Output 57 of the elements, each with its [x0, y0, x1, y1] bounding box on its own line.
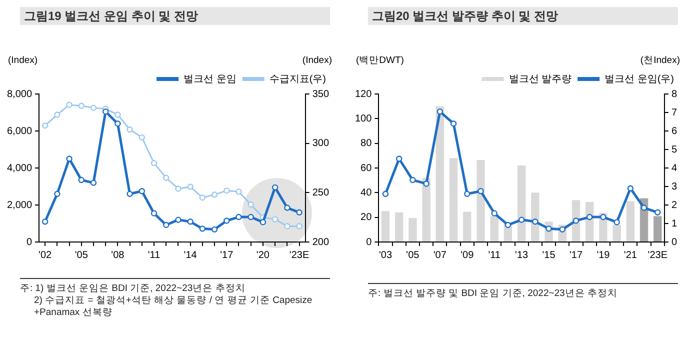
y-tick-label: 120: [354, 88, 372, 100]
x-tick-label: '05: [406, 250, 420, 261]
legend-label: 벌크선 운임: [184, 74, 236, 85]
y-tick-label: 100: [354, 113, 372, 124]
y-tick-label: 40: [360, 187, 372, 198]
y-tick-label: 80: [360, 138, 372, 150]
x-tick-label: '02: [38, 250, 52, 261]
x-tick-label: '17: [569, 250, 583, 261]
y2-tick-label: 1: [671, 218, 678, 230]
y-tick-label: 0: [26, 236, 32, 248]
y2-axis-title: (Index): [302, 54, 332, 66]
y-tick-label: 4,000: [6, 162, 32, 174]
text: 2) 수급지표 = 철광석+석탄 해상 물동량 / 연 평균 기준 Capesize +Panamax 선복량: [33, 295, 314, 319]
y-tick-label: 60: [360, 162, 372, 174]
x-tick-label: '11: [488, 250, 501, 261]
y2-tick-label: 300: [312, 138, 330, 150]
x-tick-label: '23E: [289, 250, 310, 261]
y2-tick-label: 5: [671, 144, 678, 156]
y-tick-label: 8,000: [6, 88, 32, 100]
legend-label: 벌크선 운임(우): [604, 74, 674, 85]
x-tick-label: '15: [542, 250, 556, 261]
y-tick-label: 2,000: [6, 200, 32, 211]
y2-axis-title: (천Index): [640, 54, 680, 66]
text: 주: 1) 벌크선 운임은 BDI 기준, 2022~23년은 추정치: [20, 283, 246, 295]
y2-tick-label: 250: [312, 187, 330, 198]
legend-label: 벌크선 발주량: [508, 74, 572, 85]
chart-title: 그림19 벌크선 운임 추이 및 전망: [20, 7, 330, 25]
y2-tick-label: 7: [671, 107, 678, 118]
x-tick-label: '11: [148, 250, 161, 261]
x-tick-label: '17: [220, 250, 234, 261]
y2-tick-label: 0: [671, 236, 678, 248]
x-tick-label: '05: [74, 250, 88, 261]
x-tick-label: '07: [433, 250, 447, 261]
y-axis-title: (Index): [8, 54, 38, 66]
x-tick-label: '09: [460, 250, 474, 261]
y2-tick-label: 6: [671, 126, 678, 137]
x-tick-label: '03: [378, 250, 392, 261]
x-tick-label: '08: [111, 250, 125, 261]
y-tick-label: 20: [360, 212, 372, 224]
x-tick-label: '13: [515, 250, 529, 261]
text: 주: 벌크선 발주량 및 BDI 운임 기준, 2022~23년은 추정치: [368, 288, 618, 300]
chart-title: 그림20 벌크선 발주량 추이 및 전망: [368, 7, 678, 25]
y2-tick-label: 350: [312, 88, 330, 100]
x-tick-label: '21: [624, 250, 638, 261]
y2-tick-label: 8: [671, 88, 678, 100]
x-tick-label: '14: [184, 250, 198, 261]
legend-label: 수급지표(우): [269, 74, 326, 85]
y-tick-label: 0: [366, 236, 372, 248]
y2-tick-label: 200: [312, 236, 330, 248]
y2-tick-label: 3: [671, 181, 678, 192]
y-tick-label: 6,000: [6, 126, 32, 137]
y2-tick-label: 4: [671, 162, 678, 174]
x-tick-label: '19: [596, 250, 610, 261]
y2-tick-label: 2: [671, 200, 678, 211]
x-tick-label: '23E: [648, 250, 668, 261]
y-axis-title: (백만DWT): [356, 54, 404, 66]
x-tick-label: '20: [256, 250, 270, 261]
